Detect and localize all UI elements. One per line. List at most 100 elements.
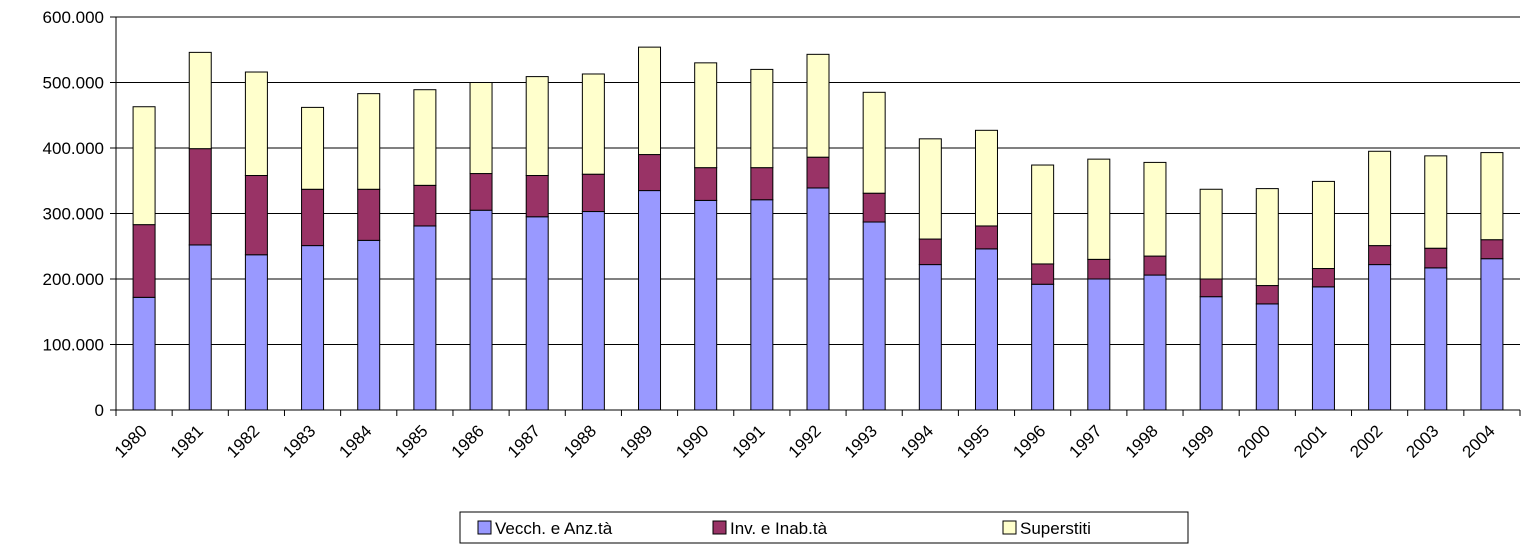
bar-segment-2-1996 bbox=[1031, 263, 1055, 285]
bar-segment-1-1982 bbox=[244, 254, 268, 411]
x-tick-label: 1991 bbox=[728, 421, 768, 461]
bar-segment-1-1987 bbox=[525, 216, 549, 411]
x-tick-label: 2004 bbox=[1459, 421, 1499, 461]
x-tick-label: 1994 bbox=[897, 421, 937, 461]
bar-segment-1-1993 bbox=[862, 221, 886, 411]
bar-segment-3-2001 bbox=[1311, 180, 1335, 270]
bar-segment-3-1981 bbox=[188, 51, 212, 150]
x-tick-label: 1982 bbox=[223, 421, 263, 461]
bar-segment-3-1997 bbox=[1087, 158, 1111, 260]
y-tick-label: 100.000 bbox=[43, 336, 104, 355]
x-tick-label: 1997 bbox=[1065, 421, 1105, 461]
x-tick-label: 1984 bbox=[335, 421, 375, 461]
bar-segment-2-2002 bbox=[1368, 245, 1392, 266]
x-tick-label: 1999 bbox=[1178, 421, 1218, 461]
x-tick-label: 1986 bbox=[448, 421, 488, 461]
bar-segment-2-2004 bbox=[1480, 239, 1504, 260]
bar-segment-3-1993 bbox=[862, 91, 886, 194]
legend-label-3: Superstiti bbox=[1020, 519, 1091, 538]
bar-segment-1-1997 bbox=[1087, 278, 1111, 411]
bar-segment-3-1980 bbox=[132, 106, 156, 226]
bar-segment-1-1999 bbox=[1199, 296, 1223, 411]
bar-segment-1-2004 bbox=[1480, 258, 1504, 411]
bar-segment-1-1995 bbox=[974, 248, 998, 411]
bar-segment-3-1992 bbox=[806, 53, 830, 158]
x-tick-label: 1992 bbox=[785, 421, 825, 461]
x-tick-label: 2000 bbox=[1234, 421, 1274, 461]
legend-swatch-3 bbox=[1002, 520, 1017, 535]
bar-segment-3-1983 bbox=[301, 106, 325, 190]
bar-segment-3-2003 bbox=[1424, 155, 1448, 249]
bar-segment-3-1985 bbox=[413, 89, 437, 186]
y-tick-label: 0 bbox=[95, 401, 104, 420]
bar-segment-2-1983 bbox=[301, 188, 325, 247]
legend-swatch-1 bbox=[477, 520, 492, 535]
bar-segment-2-1982 bbox=[244, 175, 268, 256]
bar-segment-1-1998 bbox=[1143, 274, 1167, 411]
y-tick-label: 600.000 bbox=[43, 8, 104, 27]
bar-segment-1-2002 bbox=[1368, 264, 1392, 411]
bar-segment-2-1991 bbox=[750, 167, 774, 201]
bar-segment-2-1989 bbox=[638, 154, 662, 192]
bar-segment-2-1985 bbox=[413, 184, 437, 227]
x-tick-label: 1996 bbox=[1009, 421, 1049, 461]
bar-segment-1-1990 bbox=[694, 199, 718, 411]
bar-segment-3-1991 bbox=[750, 68, 774, 169]
bar-segment-1-1984 bbox=[357, 239, 381, 411]
bar-segment-2-1990 bbox=[694, 167, 718, 201]
bar-segment-3-1986 bbox=[469, 82, 493, 175]
x-tick-label: 1980 bbox=[111, 421, 151, 461]
legend: Vecch. e Anz.tà Inv. e Inab.tà Superstiti bbox=[459, 511, 1189, 544]
bar-segment-1-1989 bbox=[638, 190, 662, 411]
y-tick-label: 200.000 bbox=[43, 270, 104, 289]
x-tick-label: 1993 bbox=[841, 421, 881, 461]
x-tick-label: 1989 bbox=[616, 421, 656, 461]
bar-segment-3-1990 bbox=[694, 62, 718, 169]
bar-segment-3-2000 bbox=[1255, 188, 1279, 287]
bar-segment-3-2004 bbox=[1480, 152, 1504, 241]
bar-segment-1-1991 bbox=[750, 199, 774, 411]
bars bbox=[132, 46, 1504, 411]
legend-swatch-2 bbox=[712, 520, 727, 535]
y-tick-label: 300.000 bbox=[43, 205, 104, 224]
x-tick-label: 1988 bbox=[560, 421, 600, 461]
bar-segment-2-1987 bbox=[525, 175, 549, 218]
bar-segment-1-1980 bbox=[132, 296, 156, 411]
x-tick-label: 2002 bbox=[1346, 421, 1386, 461]
bar-segment-3-1989 bbox=[638, 46, 662, 156]
bar-segment-2-1999 bbox=[1199, 278, 1223, 298]
bar-segment-1-1985 bbox=[413, 225, 437, 411]
bar-segment-1-1986 bbox=[469, 209, 493, 411]
legend-label-2: Inv. e Inab.tà bbox=[730, 519, 828, 538]
bar-segment-3-2002 bbox=[1368, 150, 1392, 247]
x-tick-label: 2001 bbox=[1290, 421, 1330, 461]
bar-segment-2-1980 bbox=[132, 224, 156, 298]
bar-segment-3-1987 bbox=[525, 76, 549, 177]
bar-segment-2-1992 bbox=[806, 156, 830, 189]
bar-segment-3-1982 bbox=[244, 71, 268, 177]
bar-segment-2-2003 bbox=[1424, 247, 1448, 269]
x-tick-label: 1998 bbox=[1122, 421, 1162, 461]
bar-segment-2-1994 bbox=[918, 238, 942, 266]
x-tick-label: 1987 bbox=[504, 421, 544, 461]
bar-segment-3-1984 bbox=[357, 93, 381, 190]
x-tick-label: 2003 bbox=[1402, 421, 1442, 461]
bar-segment-3-1999 bbox=[1199, 188, 1223, 280]
legend-label-1: Vecch. e Anz.tà bbox=[495, 519, 613, 538]
bar-segment-3-1988 bbox=[581, 73, 605, 175]
bar-segment-1-1994 bbox=[918, 264, 942, 411]
bar-segment-3-1995 bbox=[974, 129, 998, 227]
bar-segment-3-1996 bbox=[1031, 164, 1055, 265]
bar-segment-1-2001 bbox=[1311, 286, 1335, 411]
x-tick-label: 1985 bbox=[392, 421, 432, 461]
bar-segment-2-1993 bbox=[862, 192, 886, 223]
bar-segment-1-1983 bbox=[301, 245, 325, 411]
y-tick-label: 500.000 bbox=[43, 74, 104, 93]
bar-segment-2-1986 bbox=[469, 173, 493, 211]
bar-segment-2-2000 bbox=[1255, 285, 1279, 305]
bar-segment-2-1998 bbox=[1143, 255, 1167, 276]
bar-segment-2-1984 bbox=[357, 188, 381, 241]
bar-segment-2-1995 bbox=[974, 225, 998, 250]
